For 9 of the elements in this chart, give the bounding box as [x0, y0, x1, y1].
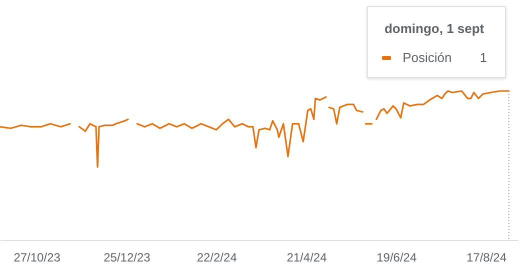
- text: 1: [480, 50, 487, 65]
- x-tick-label: 19/6/24: [376, 250, 417, 264]
- legend-label: Posición: [402, 50, 452, 65]
- text: domingo, 1 sept: [383, 21, 486, 36]
- x-tick-label: 22/2/24: [196, 250, 238, 264]
- x-tick-label: 27/10/23: [14, 250, 61, 264]
- x-tick-label: 17/8/24: [466, 250, 507, 264]
- x-tick-label: 25/12/23: [104, 250, 151, 264]
- x-tick-label: 21/4/24: [286, 250, 328, 264]
